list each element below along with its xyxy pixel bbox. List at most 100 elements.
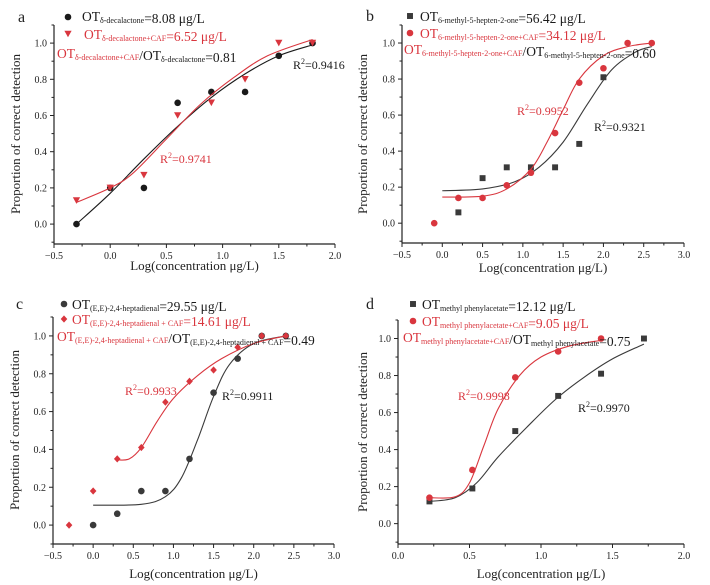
- y-tick-label: 0.4: [34, 445, 47, 456]
- text-part: R: [578, 401, 586, 415]
- text-part: =29.55 μg/L: [159, 299, 226, 314]
- x-tick-label: 1.0: [167, 551, 180, 562]
- x-tick-label: 0.0: [392, 551, 405, 562]
- fit-curve: [442, 46, 652, 192]
- data-point: [140, 184, 148, 192]
- subscript: methyl phenylacetate+CAF: [421, 337, 510, 346]
- data-point: [210, 366, 217, 374]
- data-point: [162, 487, 169, 495]
- y-tick-label: 0.8: [34, 369, 47, 380]
- panel-letter: b: [366, 8, 374, 25]
- y-tick-label: 1.0: [383, 39, 396, 50]
- superscript: 2: [230, 388, 234, 397]
- x-tick-label: −0.5: [44, 551, 62, 562]
- text-part: =0.9741: [172, 152, 212, 166]
- x-axis-label: Log(concentration μg/L): [130, 258, 259, 273]
- y-tick-label: 0.0: [379, 519, 392, 530]
- data-point: [426, 494, 433, 502]
- y-tick-label: 0.2: [383, 183, 396, 194]
- fit-curve: [93, 335, 286, 506]
- subscript: methyl phenylacetate: [531, 339, 600, 348]
- subscript: (E,E)-2,4-heptadienal: [90, 304, 160, 313]
- data-point: [162, 398, 169, 406]
- y-tick-label: 0.0: [35, 220, 48, 231]
- data-point: [430, 219, 438, 227]
- superscript: 2: [168, 151, 172, 160]
- x-tick-label: 1.0: [535, 551, 548, 562]
- fit-curve: [442, 42, 652, 198]
- ratio-label: OTδ-decalactone+CAF/OTδ-decalactone=0.81: [57, 46, 236, 65]
- panel-letter: a: [18, 9, 25, 26]
- x-tick-label: 1.5: [557, 250, 570, 261]
- text-part: OT: [513, 332, 532, 347]
- x-tick-label: 0.0: [436, 250, 449, 261]
- data-point: [598, 370, 605, 377]
- subscript: 6-methyl-5-hepten-2-one+CAF: [422, 49, 523, 58]
- data-point: [479, 175, 486, 182]
- ratio-label: OT(E,E)-2,4-heptadienal + CAF/OT(E,E)-2,…: [57, 329, 315, 348]
- panel-b: −0.5 0.0 0.5 1.0 1.5 2.0 2.5 3.0 0.0 0.2 0.4 0.6 0.8…: [355, 8, 690, 275]
- y-tick-label: 0.6: [379, 408, 392, 419]
- data-point: [555, 392, 562, 399]
- subscript: 6-methyl-5-hepten-2-one: [544, 51, 625, 60]
- superscript: 2: [602, 119, 606, 128]
- data-point: [113, 510, 121, 518]
- legend-entry: OTmethyl phenylacetate=12.12 μg/L: [422, 297, 576, 314]
- superscript: 2: [133, 383, 137, 392]
- data-point: [648, 39, 656, 47]
- x-tick-label: 0.5: [160, 251, 173, 262]
- y-tick-label: 0.8: [379, 371, 392, 382]
- subscript: δ-decalactone: [100, 16, 145, 25]
- x-tick-label: 2.0: [329, 251, 342, 262]
- data-point: [575, 79, 583, 86]
- superscript: 2: [586, 400, 590, 409]
- data-point: [140, 171, 148, 179]
- text-part: =56.42 μg/L: [518, 11, 585, 26]
- r-squared-label: R2=0.9933: [125, 383, 177, 398]
- r-squared-label: R2=0.9416: [293, 57, 345, 72]
- text-part: =0.9911: [234, 389, 273, 403]
- data-point: [554, 348, 562, 355]
- data-point: [576, 140, 583, 147]
- legend-entry: OTδ-decalactone+CAF=6.52 μg/L: [84, 27, 227, 44]
- data-point: [600, 64, 607, 72]
- text-part: =0.9321: [606, 120, 646, 134]
- legend-marker: [410, 301, 416, 307]
- y-tick-label: 0.6: [34, 407, 47, 418]
- panel-c: −0.5 0.0 0.5 1.0 1.5 2.0 2.5 3.0 0.0 0.2 0.4 0.6 0.8…: [7, 296, 340, 581]
- r-squared-label: R2=0.9952: [517, 103, 569, 118]
- x-axis-label: Log(concentration μg/L): [479, 260, 608, 275]
- x-tick-label: 3.0: [328, 551, 341, 562]
- data-point: [624, 39, 631, 47]
- y-tick-label: 1.0: [34, 331, 47, 342]
- fit-curve: [76, 44, 313, 225]
- text-part: OT: [72, 312, 91, 327]
- r-squared-label: R2=0.9321: [594, 119, 646, 134]
- data-point: [275, 52, 283, 60]
- data-point: [186, 455, 193, 463]
- x-tick-label: 0.0: [87, 551, 100, 562]
- data-point: [512, 428, 519, 435]
- text-part: OT: [84, 27, 103, 42]
- panel-letter: d: [366, 296, 374, 313]
- fit-curve: [117, 335, 286, 461]
- x-tick-label: 0.5: [476, 250, 489, 261]
- subscript: (E,E)-2,4-heptadienal + CAF: [75, 336, 169, 345]
- data-point: [106, 184, 114, 192]
- text-part: OT: [172, 331, 191, 346]
- data-point: [551, 129, 559, 137]
- x-tick-label: 1.5: [606, 551, 619, 562]
- y-tick-label: 0.4: [379, 445, 392, 456]
- text-part: /: [509, 332, 513, 347]
- text-part: OT: [422, 297, 441, 312]
- y-axis-label: Proportion of correct detection: [355, 54, 370, 214]
- text-part: OT: [422, 314, 441, 329]
- subscript: (E,E)-2,4-heptadienal + CAF: [90, 319, 184, 328]
- x-tick-label: 2.5: [288, 551, 301, 562]
- data-point: [479, 194, 486, 202]
- data-point: [234, 355, 241, 362]
- x-tick-label: 0.5: [127, 551, 140, 562]
- text-part: OT: [420, 9, 439, 24]
- y-tick-label: 1.0: [35, 39, 48, 50]
- r-squared-label: R2=0.9911: [222, 388, 273, 403]
